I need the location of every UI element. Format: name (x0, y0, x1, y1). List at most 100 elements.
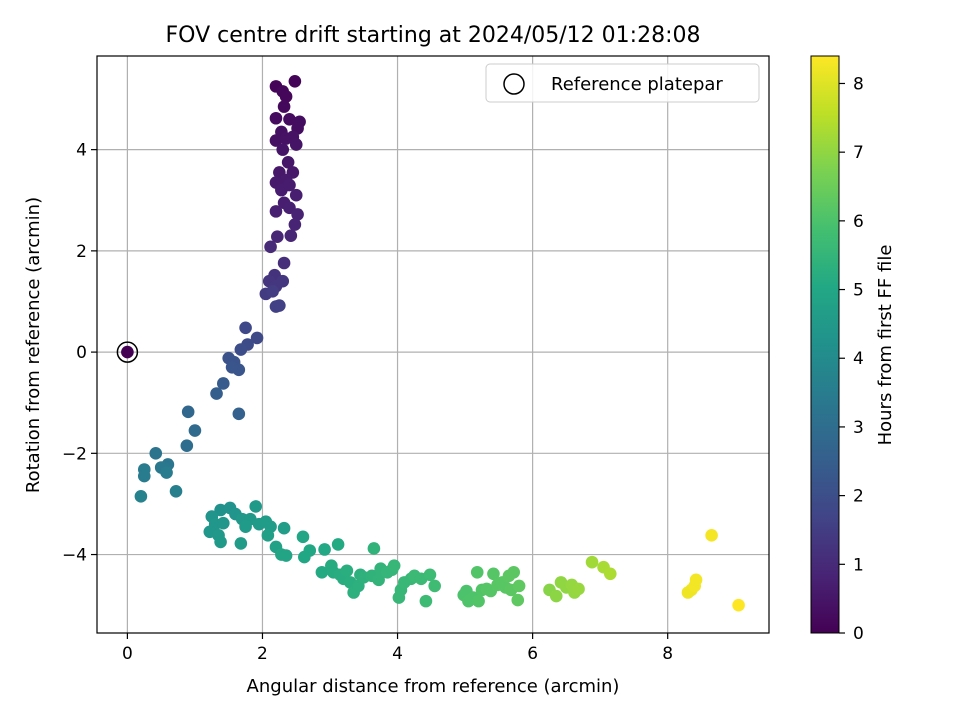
data-point (689, 573, 703, 587)
data-point (214, 535, 227, 549)
data-point (169, 484, 183, 498)
data-point (470, 565, 484, 579)
y-tick-label: 0 (76, 343, 87, 363)
data-point (277, 521, 291, 535)
data-point (264, 240, 277, 254)
data-point (239, 520, 252, 534)
data-point (269, 134, 283, 147)
data-point (271, 230, 284, 243)
data-point (549, 589, 563, 603)
data-point (160, 466, 173, 479)
x-tick-label: 2 (257, 644, 268, 664)
colorbar-tick-label: 0 (853, 624, 864, 644)
legend-marker-reference (503, 73, 525, 95)
data-point (603, 567, 617, 581)
data-point (331, 538, 345, 551)
data-point (298, 550, 311, 564)
data-point (372, 573, 385, 587)
x-tick-label: 8 (662, 644, 673, 664)
data-point (239, 321, 252, 335)
data-point (277, 256, 291, 270)
data-point (279, 90, 293, 103)
data-point (137, 469, 151, 483)
data-point (269, 205, 283, 218)
data-point (216, 377, 230, 390)
data-point (279, 549, 293, 562)
reference-marker-layer (116, 341, 139, 363)
data-point (423, 568, 437, 582)
data-point (507, 565, 521, 579)
data-point (392, 591, 406, 604)
data-point (318, 543, 331, 556)
data-point (283, 178, 296, 192)
data-point (121, 345, 134, 359)
colorbar-tick-label: 5 (853, 281, 864, 301)
data-point (487, 567, 500, 581)
data-point (273, 299, 286, 312)
x-axis-ticks: 0 2 4 6 8 (122, 633, 673, 664)
data-point (277, 100, 291, 113)
data-point (134, 490, 148, 503)
data-point (387, 559, 401, 572)
data-point (266, 285, 279, 298)
colorbar-tick-label: 3 (853, 418, 864, 438)
scatter-points (121, 75, 745, 612)
y-tick-label: −2 (62, 444, 87, 464)
data-point (250, 331, 264, 345)
data-point (149, 447, 163, 460)
data-point (289, 138, 303, 151)
data-point (216, 516, 230, 530)
colorbar-tick-label: 1 (853, 555, 864, 575)
data-point (288, 218, 302, 231)
chart-title: FOV centre drift starting at 2024/05/12 … (166, 23, 701, 48)
data-point (428, 579, 441, 593)
data-point (472, 594, 485, 608)
colorbar-tick-label: 7 (853, 143, 864, 163)
colorbar-ticks: 0 1 2 3 4 5 6 7 8 (839, 74, 864, 644)
data-point (367, 542, 381, 555)
x-tick-label: 4 (392, 644, 403, 664)
y-tick-label: −4 (62, 546, 87, 566)
data-point (180, 439, 194, 453)
data-point (269, 111, 283, 125)
data-point (232, 407, 246, 421)
data-point (511, 593, 525, 607)
y-axis-label: Rotation from reference (arcmin) (23, 197, 44, 493)
data-point (585, 555, 599, 569)
data-point (225, 360, 239, 374)
colorbar-gradient (810, 55, 840, 634)
data-point (249, 500, 263, 513)
legend-entry-reference: Reference platepar (551, 74, 723, 95)
data-point (281, 155, 295, 169)
data-point (276, 143, 290, 156)
legend: Reference platepar (485, 63, 760, 103)
data-point (572, 582, 585, 596)
data-point (288, 75, 302, 88)
colorbar-label: Hours from first FF file (875, 245, 896, 446)
data-point (315, 565, 329, 579)
data-point (214, 503, 227, 517)
data-point (210, 387, 223, 400)
colorbar-tick-label: 6 (853, 212, 864, 232)
grid (97, 56, 769, 633)
data-point (512, 579, 526, 593)
reference-platepar-marker (116, 341, 139, 363)
x-tick-label: 6 (527, 644, 538, 664)
data-point (188, 424, 202, 437)
data-point (732, 598, 745, 612)
x-axis-label: Angular distance from reference (arcmin) (247, 676, 620, 697)
data-point (181, 405, 195, 419)
data-point (340, 564, 354, 578)
plot-frame (96, 55, 770, 634)
y-axis-ticks: −4 −2 0 2 4 (62, 141, 97, 566)
data-point (234, 537, 248, 550)
colorbar-tick-label: 8 (853, 74, 864, 94)
data-point (419, 594, 433, 608)
data-point (261, 529, 275, 542)
data-point (283, 112, 296, 126)
data-point (289, 188, 303, 202)
colorbar-tick-label: 2 (853, 487, 864, 507)
data-point (234, 343, 248, 356)
